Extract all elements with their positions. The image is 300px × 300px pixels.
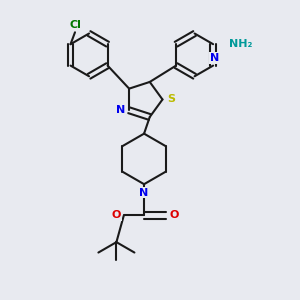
- Text: O: O: [169, 210, 178, 220]
- Text: N: N: [210, 53, 219, 63]
- Text: S: S: [167, 94, 175, 104]
- Text: N: N: [140, 188, 149, 197]
- Text: NH₂: NH₂: [230, 39, 253, 49]
- Text: Cl: Cl: [69, 20, 81, 30]
- Text: N: N: [116, 105, 125, 115]
- Text: O: O: [112, 210, 121, 220]
